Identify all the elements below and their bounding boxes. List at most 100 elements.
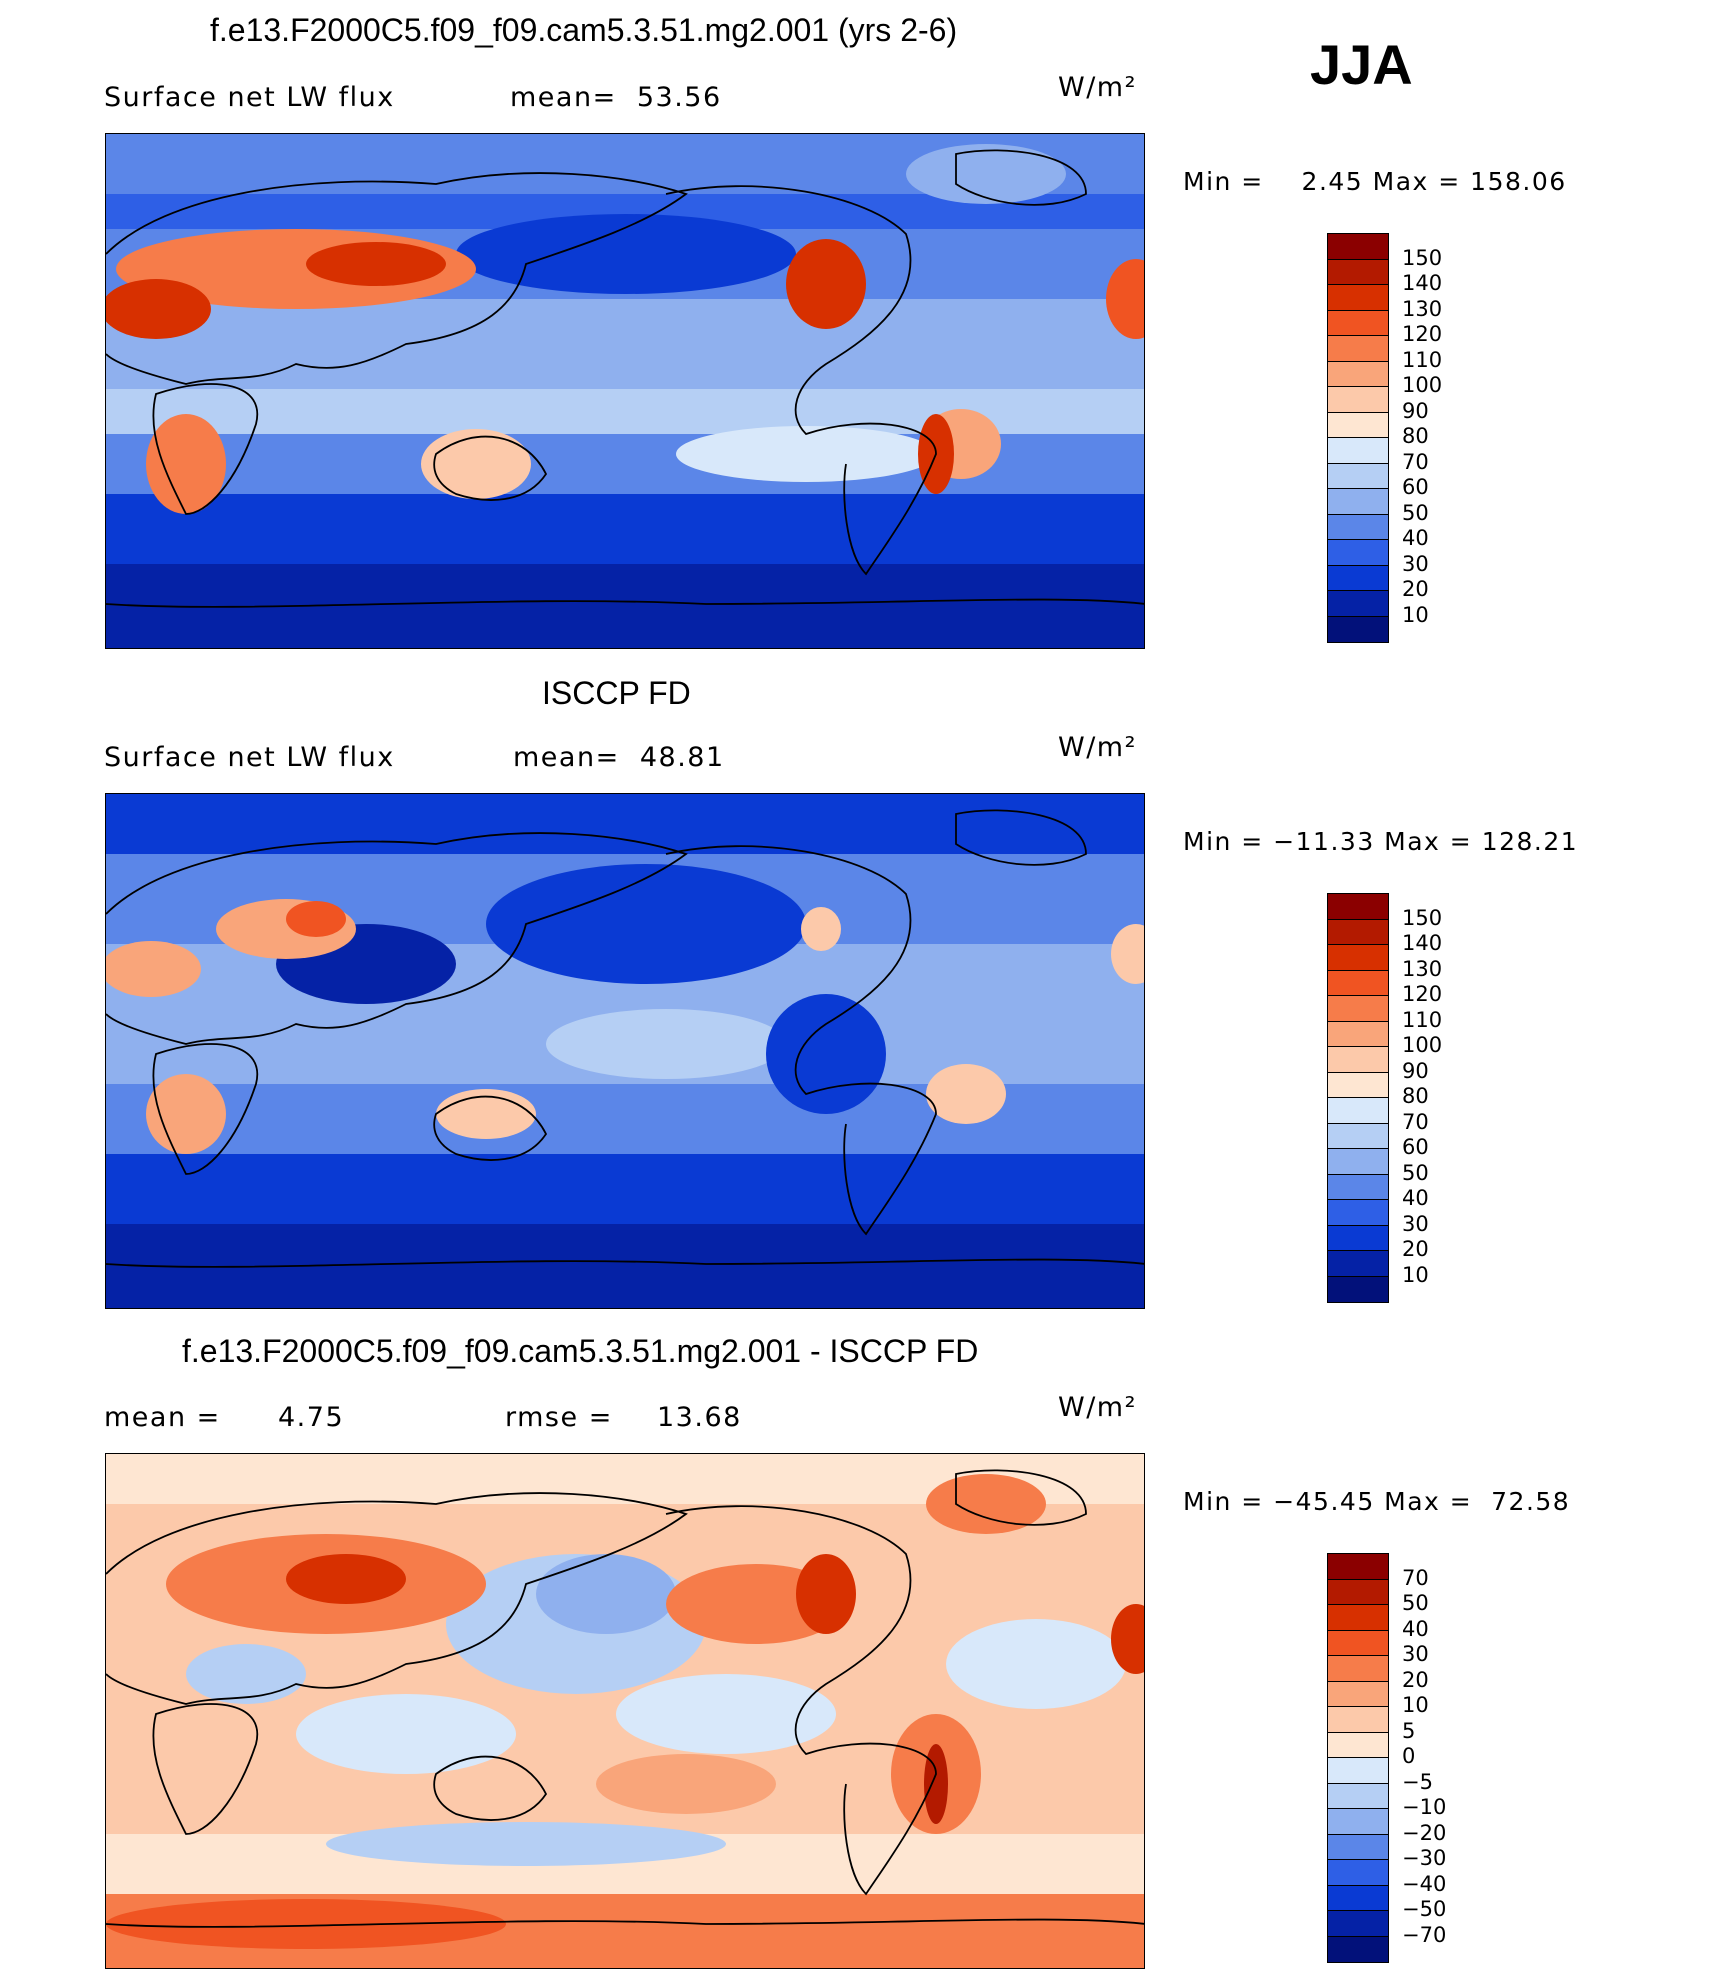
colorbar-tick-label: 40 bbox=[1402, 526, 1429, 550]
colorbar-tick-label: −20 bbox=[1402, 1820, 1447, 1845]
panel3-rmse-value: 13.68 bbox=[657, 1402, 742, 1433]
colorbar-swatch bbox=[1328, 387, 1388, 413]
colorbar-tick-label: 20 bbox=[1402, 1237, 1429, 1261]
colorbar-swatch bbox=[1328, 1885, 1388, 1911]
colorbar-swatch bbox=[1328, 1809, 1388, 1835]
colorbar-tick-label: 140 bbox=[1402, 931, 1443, 955]
colorbar-tick-label: 150 bbox=[1402, 245, 1443, 270]
colorbar-swatch bbox=[1328, 591, 1388, 617]
colorbar-tick-label: 5 bbox=[1402, 1718, 1416, 1743]
colorbar-swatch bbox=[1328, 1276, 1388, 1302]
colorbar-swatch bbox=[1328, 919, 1388, 945]
colorbar-swatch bbox=[1328, 1936, 1388, 1962]
colorbar-swatch bbox=[1328, 489, 1388, 515]
colorbar-tick-label: 50 bbox=[1402, 500, 1429, 525]
colorbar-tick-label: −10 bbox=[1402, 1795, 1447, 1819]
colorbar-swatch bbox=[1328, 945, 1388, 971]
colorbar-swatch bbox=[1328, 1200, 1388, 1226]
colorbar-swatch bbox=[1328, 1098, 1388, 1124]
panel3-units: W/m² bbox=[1058, 1392, 1137, 1423]
colorbar-swatch bbox=[1328, 1834, 1388, 1860]
colorbar-swatch bbox=[1328, 1251, 1388, 1277]
panel2-colorbar bbox=[1327, 893, 1389, 1303]
colorbar-swatch bbox=[1328, 540, 1388, 566]
colorbar-tick-label: 50 bbox=[1402, 1591, 1429, 1615]
colorbar-swatch bbox=[1328, 310, 1388, 336]
colorbar-swatch bbox=[1328, 285, 1388, 311]
colorbar-swatch bbox=[1328, 1047, 1388, 1073]
colorbar-tick-label: 20 bbox=[1402, 577, 1429, 601]
colorbar-tick-label: 100 bbox=[1402, 1033, 1443, 1057]
colorbar-swatch bbox=[1328, 996, 1388, 1022]
panel1-title: f.e13.F2000C5.f09_f09.cam5.3.51.mg2.001 … bbox=[210, 12, 958, 48]
colorbar-swatch bbox=[1328, 259, 1388, 285]
colorbar-tick-label: 120 bbox=[1402, 982, 1443, 1006]
colorbar-swatch bbox=[1328, 1911, 1388, 1937]
colorbar-swatch bbox=[1328, 1605, 1388, 1631]
colorbar-swatch bbox=[1328, 1579, 1388, 1605]
colorbar-tick-label: −30 bbox=[1402, 1846, 1447, 1870]
colorbar-tick-label: 30 bbox=[1402, 1642, 1429, 1666]
panel1-map bbox=[105, 133, 1145, 649]
colorbar-swatch bbox=[1328, 1174, 1388, 1200]
colorbar-tick-label: 70 bbox=[1402, 1565, 1429, 1590]
colorbar-swatch bbox=[1328, 336, 1388, 362]
panel2-variable-label: Surface net LW flux bbox=[104, 742, 395, 773]
colorbar-tick-label: −70 bbox=[1402, 1922, 1447, 1947]
panel1-mean: mean= 53.56 bbox=[510, 82, 722, 113]
panel3-mean-label: mean = bbox=[104, 1402, 221, 1433]
panel3-colorbar bbox=[1327, 1553, 1389, 1963]
colorbar-swatch bbox=[1328, 1732, 1388, 1758]
colorbar-tick-label: 110 bbox=[1402, 1007, 1443, 1032]
panel1-minmax: Min = 2.45 Max = 158.06 bbox=[1183, 167, 1567, 196]
colorbar-tick-label: 100 bbox=[1402, 373, 1443, 397]
colorbar-swatch bbox=[1328, 1860, 1388, 1886]
colorbar-tick-label: 10 bbox=[1402, 602, 1429, 627]
colorbar-tick-label: 70 bbox=[1402, 449, 1429, 474]
colorbar-tick-label: 90 bbox=[1402, 398, 1429, 423]
colorbar-swatch bbox=[1328, 1225, 1388, 1251]
colorbar-tick-label: 20 bbox=[1402, 1667, 1429, 1692]
panel2-title: ISCCP FD bbox=[542, 675, 691, 711]
panel3-title: f.e13.F2000C5.f09_f09.cam5.3.51.mg2.001 … bbox=[182, 1333, 979, 1369]
panel1-variable-label: Surface net LW flux bbox=[104, 82, 395, 113]
season-label: JJA bbox=[1310, 33, 1413, 96]
colorbar-swatch bbox=[1328, 1149, 1388, 1175]
colorbar-tick-label: 110 bbox=[1402, 347, 1443, 372]
colorbar-swatch bbox=[1328, 1021, 1388, 1047]
colorbar-tick-label: 60 bbox=[1402, 1135, 1429, 1159]
colorbar-swatch bbox=[1328, 463, 1388, 489]
colorbar-tick-label: 10 bbox=[1402, 1693, 1429, 1717]
colorbar-swatch bbox=[1328, 234, 1388, 260]
panel2-minmax: Min = −11.33 Max = 128.21 bbox=[1183, 827, 1579, 856]
colorbar-tick-label: 90 bbox=[1402, 1058, 1429, 1083]
colorbar-swatch bbox=[1328, 616, 1388, 642]
panel3-minmax: Min = −45.45 Max = 72.58 bbox=[1183, 1487, 1571, 1516]
colorbar-swatch bbox=[1328, 1630, 1388, 1656]
panel3-rmse-label: rmse = bbox=[505, 1402, 613, 1433]
colorbar-tick-label: 130 bbox=[1402, 296, 1443, 321]
colorbar-swatch bbox=[1328, 1554, 1388, 1580]
colorbar-swatch bbox=[1328, 361, 1388, 387]
panel1-colorbar bbox=[1327, 233, 1389, 643]
colorbar-swatch bbox=[1328, 565, 1388, 591]
colorbar-swatch bbox=[1328, 1656, 1388, 1682]
colorbar-tick-label: 70 bbox=[1402, 1109, 1429, 1134]
colorbar-tick-label: 150 bbox=[1402, 905, 1443, 930]
colorbar-tick-label: 120 bbox=[1402, 322, 1443, 346]
colorbar-swatch bbox=[1328, 970, 1388, 996]
colorbar-tick-label: 130 bbox=[1402, 956, 1443, 981]
panel2-mean: mean= 48.81 bbox=[513, 742, 725, 773]
colorbar-tick-label: −50 bbox=[1402, 1897, 1447, 1921]
colorbar-swatch bbox=[1328, 1783, 1388, 1809]
colorbar-swatch bbox=[1328, 1707, 1388, 1733]
colorbar-tick-label: 10 bbox=[1402, 1262, 1429, 1287]
colorbar-tick-label: 40 bbox=[1402, 1616, 1429, 1641]
colorbar-tick-label: 30 bbox=[1402, 551, 1429, 576]
colorbar-tick-label: 80 bbox=[1402, 1084, 1429, 1108]
panel2-map bbox=[105, 793, 1145, 1309]
panel3-map bbox=[105, 1453, 1145, 1969]
colorbar-swatch bbox=[1328, 1758, 1388, 1784]
colorbar-swatch bbox=[1328, 1072, 1388, 1098]
colorbar-tick-label: 60 bbox=[1402, 475, 1429, 499]
